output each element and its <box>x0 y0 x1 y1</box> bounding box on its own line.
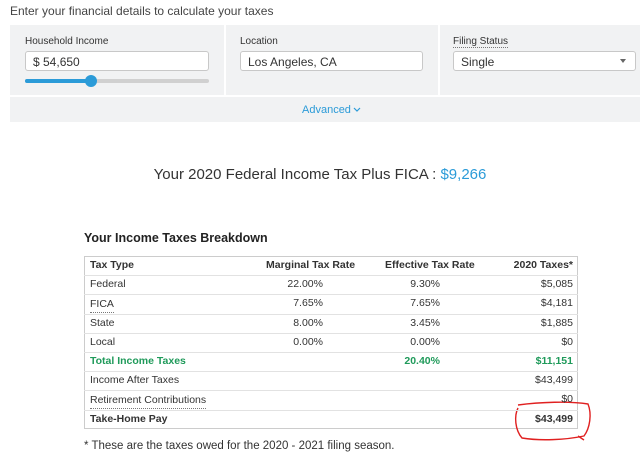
table-cell: 8.00% <box>293 316 323 329</box>
column-header: 2020 Taxes* <box>513 259 573 271</box>
row-line <box>84 371 578 373</box>
table-cell: 20.40% <box>404 355 440 367</box>
location-input[interactable]: Los Angeles, CA <box>240 51 423 71</box>
row-line <box>84 390 578 392</box>
table-cell: $11,151 <box>535 355 573 367</box>
table-cell: 0.00% <box>410 335 440 348</box>
income-input[interactable]: $ 54,650 <box>25 51 209 71</box>
summary: Your 2020 Federal Income Tax Plus FICA :… <box>0 166 640 183</box>
table-cell: $0 <box>561 335 573 348</box>
chevron <box>353 107 361 112</box>
table-cell: $1,885 <box>540 316 573 329</box>
table-cell: 9.30% <box>410 278 440 291</box>
table-cell: $4,181 <box>540 297 573 310</box>
instruction: Enter your financial details to calculat… <box>10 4 274 18</box>
divider <box>10 95 640 97</box>
row-line <box>84 313 578 315</box>
divider <box>438 25 440 96</box>
breakdown-table <box>84 256 578 429</box>
row-line <box>84 275 578 277</box>
column-header: Effective Tax Rate <box>385 256 475 276</box>
table-cell: Local <box>90 335 116 348</box>
table-cell: 3.45% <box>410 316 440 329</box>
table-cell: $43,499 <box>535 374 573 387</box>
field-label: Location <box>240 36 278 47</box>
table-cell: $0 <box>561 393 573 406</box>
table-cell: $5,085 <box>540 278 573 291</box>
divider <box>224 25 226 96</box>
footnote: * These are the taxes owed for the 2020 … <box>84 440 395 452</box>
row-line <box>84 409 578 411</box>
field-label: Filing Status <box>453 36 509 48</box>
table-cell: 22.00% <box>287 278 323 291</box>
breakdown-title: Your Income Taxes Breakdown <box>84 231 268 245</box>
table-cell: Income After Taxes <box>90 374 180 387</box>
slider-knob[interactable] <box>85 75 97 87</box>
dropdown-arrow <box>620 59 626 63</box>
summary-title: Your 2020 Federal Income Tax Plus FICA : <box>153 166 437 183</box>
row-line <box>84 352 578 353</box>
form-panel <box>10 25 640 122</box>
column-header: Marginal Tax Rate <box>266 256 356 276</box>
table-cell: State <box>90 316 115 329</box>
table-cell: Federal <box>90 278 126 291</box>
summary-amount: $9,266 <box>440 166 487 183</box>
table-cell: 7.65% <box>410 297 440 310</box>
table-cell: FICA <box>90 296 114 314</box>
annotation-circle <box>514 401 591 441</box>
table-cell: 7.65% <box>293 297 323 310</box>
slider-fill <box>25 79 91 83</box>
table-cell: 0.00% <box>293 335 323 348</box>
table-cell: $43,499 <box>535 412 573 425</box>
column-header: Tax Type <box>90 259 134 271</box>
table-cell: Total Income Taxes <box>90 355 186 367</box>
filing-select[interactable]: Single <box>453 51 636 71</box>
advanced-toggle[interactable]: Advanced <box>302 104 351 116</box>
table-cell: Take-Home Pay <box>90 412 168 425</box>
slider-track <box>25 79 209 83</box>
row-line <box>84 294 578 296</box>
field-label: Household Income <box>25 36 109 47</box>
table-cell: Retirement Contributions <box>90 392 207 410</box>
row-line <box>84 332 578 334</box>
